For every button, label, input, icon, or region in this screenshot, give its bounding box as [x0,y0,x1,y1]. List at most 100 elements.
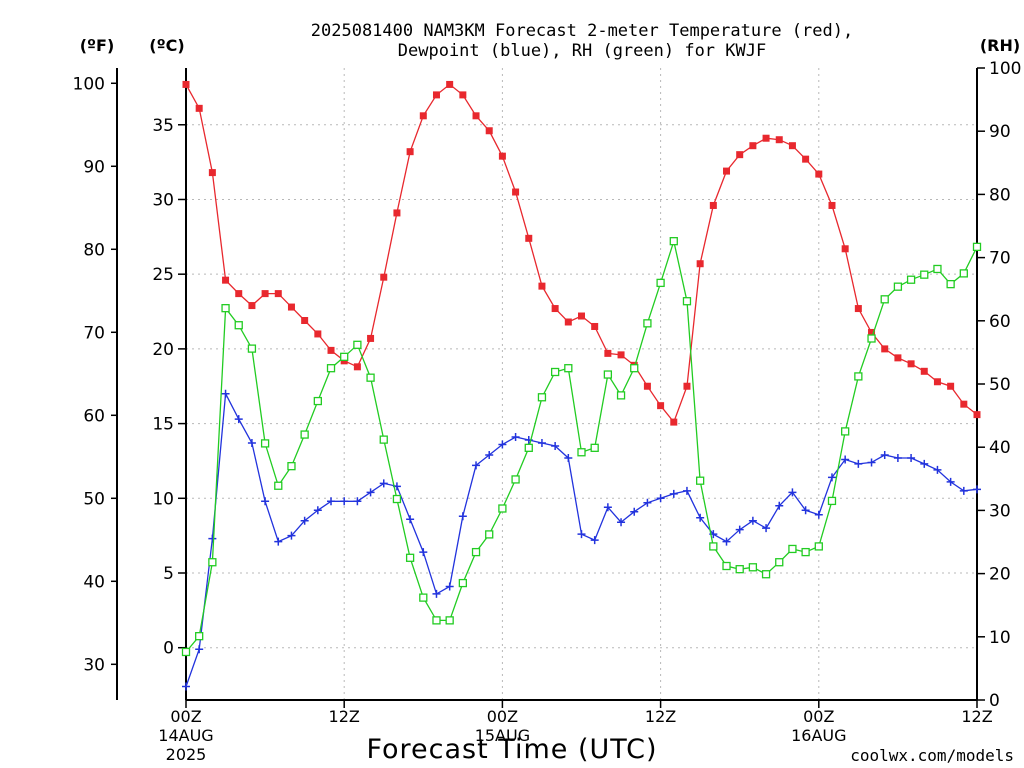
temperature-point [287,303,295,311]
rh-point [550,367,560,377]
x-tick-date-label: 15AUG [475,726,530,745]
dewpoint-point [498,440,507,449]
rh-point [616,391,626,400]
tick-labels: 0510152025303530405060708090100010203040… [73,59,1022,764]
temperature-point [788,142,796,150]
rh-point [590,443,599,452]
dewpoint-point [195,645,204,654]
dewpoint-point [182,682,190,691]
fahrenheit-unit-label: (ºF) [80,36,115,55]
dewpoint-point [577,530,586,539]
dewpoint-point [893,453,902,462]
temperature-point [854,305,862,313]
dewpoint-point [221,389,230,398]
chart-title-line1: 2025081400 NAM3KM Forecast 2-meter Tempe… [311,21,853,41]
dewpoint-point [643,498,652,507]
rh-point [300,430,309,439]
temperature-point [446,80,454,88]
dewpoint-point [564,453,573,462]
temperature-point [696,260,704,268]
rh-point [234,321,243,330]
rh-point [366,373,375,382]
rh-point [208,558,217,567]
rh-point [498,504,507,513]
temperature-point [920,367,928,375]
dewpoint-point [340,497,349,506]
dewpoint-point [261,497,270,506]
temperature-point [775,136,783,144]
rh-point [814,542,823,551]
rh-point [195,632,204,641]
temperature-point [736,151,744,159]
dewpoint-point [313,506,322,515]
temperature-point [182,80,190,88]
dewpoint-point [208,534,217,543]
dewpoint-point [432,589,441,598]
rh-point [959,269,968,278]
temperature-point [828,201,836,209]
celsius-tick-label: 30 [152,190,174,210]
data-series [181,80,982,691]
temperature-point [868,328,876,336]
rh-point [340,352,349,361]
celsius-tick-label: 0 [163,639,174,659]
temperature-point [947,382,955,390]
rh-point [946,279,955,289]
temperature-point [512,188,520,196]
rh-point [775,558,784,567]
temperature-point [406,148,414,156]
x-tick-label: 12Z [329,707,360,726]
fahrenheit-tick-label: 90 [83,157,105,177]
temperature-point [248,302,256,310]
rh-point [696,476,705,485]
celsius-unit-label: (ºC) [149,36,184,55]
rh-point [445,616,454,625]
rh-point [577,448,586,457]
temperature-line [185,83,978,424]
rh-tick-label: 0 [989,691,1000,711]
rh-point [353,340,362,349]
temperature-point [604,349,612,357]
rh-point [854,372,863,381]
fahrenheit-tick-label: 30 [83,655,105,675]
rh-point [405,553,415,562]
rh-line [185,238,978,653]
dewpoint-point [682,486,691,495]
dewpoint-point [630,507,639,516]
rh-point [761,570,771,579]
rh-point [880,295,889,304]
dewpoint-point [854,459,863,468]
temperature-point [657,402,665,410]
celsius-tick-label: 10 [152,489,174,509]
dewpoint-point [551,442,560,451]
temperature-point [274,290,282,298]
dewpoint-point [590,536,599,545]
temperature-point [881,345,889,353]
dewpoint-point [379,479,388,488]
temperature-point [617,351,625,359]
fahrenheit-tick-label: 100 [73,74,105,94]
temperature-point [564,318,572,326]
rh-tick-label: 70 [989,249,1011,269]
dewpoint-point [669,489,678,498]
temperature-point [472,112,480,120]
temperature-point [301,317,309,325]
rh-point [656,278,665,288]
temperature-point [591,322,599,330]
dewpoint-point [880,450,889,459]
temperature-point [551,305,559,313]
dewpoint-point [656,494,665,503]
temperature-point [670,418,678,426]
dewpoint-point [406,515,415,524]
x-tick-label: 12Z [645,707,676,726]
rh-point [287,462,296,471]
rh-point [326,364,336,373]
rh-point [260,439,270,448]
axes [111,67,985,708]
x-tick-label: 00Z [487,707,518,726]
fahrenheit-tick-label: 60 [83,406,105,426]
rh-point [247,344,257,353]
temperature-point [643,382,651,390]
temperature-point [841,245,849,253]
rh-point [379,435,388,444]
